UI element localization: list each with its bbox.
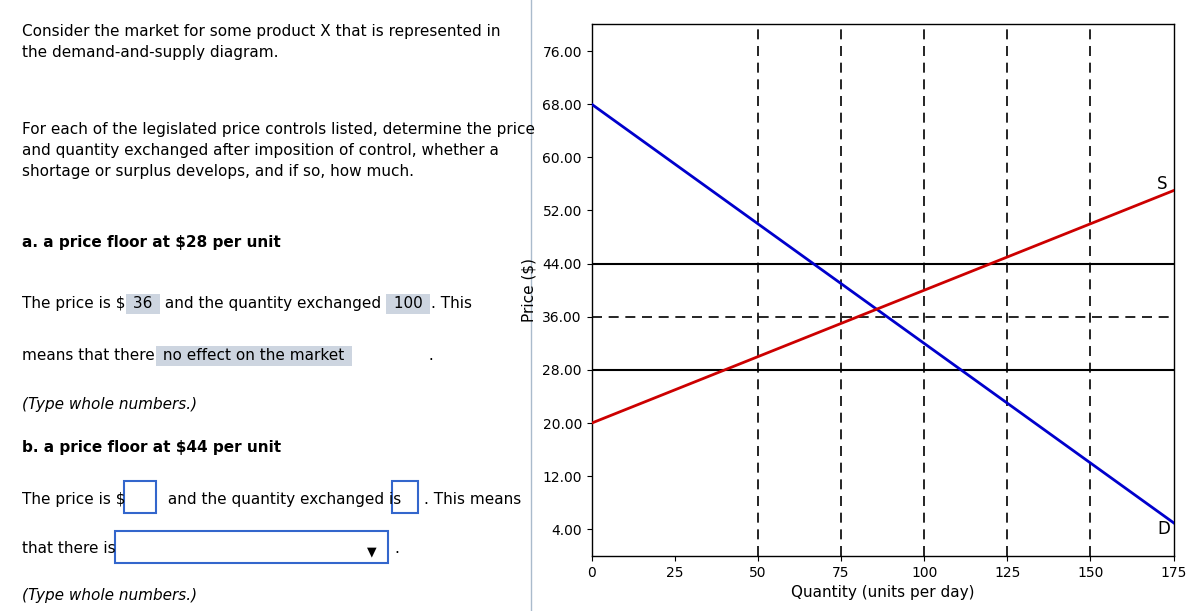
Text: . This: . This bbox=[431, 296, 473, 312]
Text: .: . bbox=[425, 348, 434, 364]
Text: S: S bbox=[1157, 175, 1168, 193]
FancyBboxPatch shape bbox=[392, 481, 419, 513]
Text: The price is $: The price is $ bbox=[22, 296, 131, 312]
Text: . This means: . This means bbox=[424, 492, 521, 507]
Text: For each of the legislated price controls listed, determine the price
and quanti: For each of the legislated price control… bbox=[22, 122, 535, 179]
Text: ▼: ▼ bbox=[367, 546, 377, 558]
Text: a. a price floor at $28 per unit: a. a price floor at $28 per unit bbox=[22, 235, 281, 251]
Text: and the quantity exchanged is: and the quantity exchanged is bbox=[160, 296, 403, 312]
Text: 36: 36 bbox=[128, 296, 157, 312]
Text: Consider the market for some product X that is represented in
the demand-and-sup: Consider the market for some product X t… bbox=[22, 24, 500, 60]
Text: 100: 100 bbox=[389, 296, 427, 312]
Text: that there is: that there is bbox=[22, 541, 115, 556]
Y-axis label: Price ($): Price ($) bbox=[522, 258, 536, 322]
FancyBboxPatch shape bbox=[125, 481, 156, 513]
X-axis label: Quantity (units per day): Quantity (units per day) bbox=[791, 585, 974, 600]
Text: (Type whole numbers.): (Type whole numbers.) bbox=[22, 397, 197, 412]
Text: .: . bbox=[395, 541, 400, 556]
Text: no effect on the market: no effect on the market bbox=[158, 348, 349, 364]
Text: (Type whole numbers.): (Type whole numbers.) bbox=[22, 588, 197, 603]
Text: b. a price floor at $44 per unit: b. a price floor at $44 per unit bbox=[22, 440, 281, 455]
Text: D: D bbox=[1157, 521, 1170, 538]
Text: means that there is: means that there is bbox=[22, 348, 176, 364]
FancyBboxPatch shape bbox=[115, 531, 388, 563]
Text: and the quantity exchanged is: and the quantity exchanged is bbox=[163, 492, 406, 507]
Text: The price is $: The price is $ bbox=[22, 492, 125, 507]
